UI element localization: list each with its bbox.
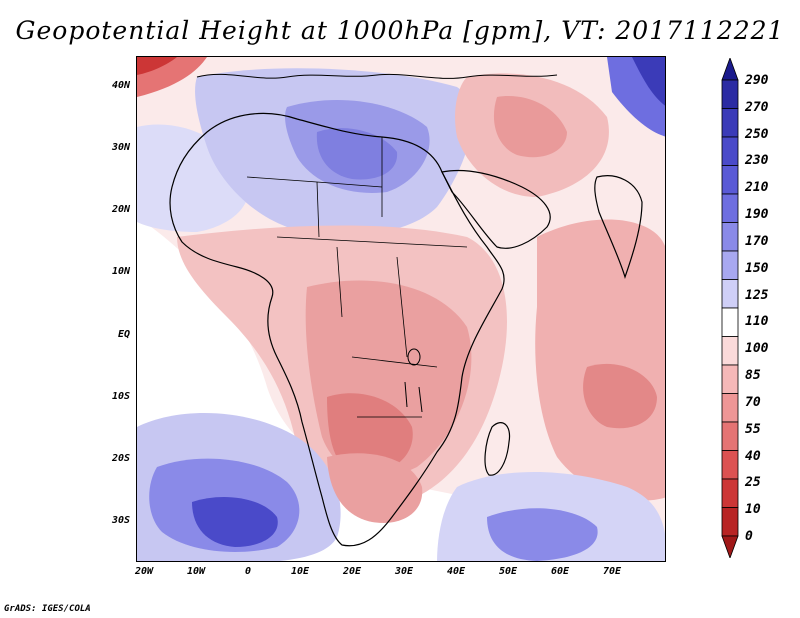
colorbar-label: 150	[745, 260, 769, 276]
colorbar-label: 85	[745, 368, 761, 384]
colorbar-label: 0	[745, 529, 753, 544]
colorbar-swatch	[721, 336, 739, 366]
colorbar-label: 110	[745, 314, 769, 330]
colorbar-swatch	[721, 165, 739, 195]
colorbar-bottom-arrow	[721, 535, 739, 558]
india-coastline	[594, 175, 643, 279]
colorbar-swatch	[721, 421, 739, 451]
field-mideast-red-core	[493, 96, 567, 158]
lat-label-20s: 20S	[111, 453, 130, 464]
lat-label-eq: EQ	[117, 329, 130, 340]
colorbar-label: 40	[745, 448, 761, 464]
lat-label-10n: 10N	[111, 266, 130, 277]
colorbar-label: 270	[745, 99, 769, 115]
lon-label-50e: 50E	[498, 566, 518, 577]
colorbar-swatch	[721, 393, 739, 423]
colorbar-label: 25	[745, 475, 761, 491]
lat-label-30n: 30N	[111, 142, 130, 153]
colorbar	[721, 58, 739, 558]
chart-title: Geopotential Height at 1000hPa [gpm], VT…	[15, 16, 785, 45]
colorbar-swatch	[721, 108, 739, 138]
colorbar-swatch	[721, 279, 739, 309]
lon-label-20e: 20E	[342, 566, 362, 577]
grads-credit: GrADS: IGES/COLA	[4, 604, 91, 614]
lon-label-10w: 10W	[186, 566, 206, 577]
colorbar-label: 210	[745, 180, 769, 196]
lon-label-60e: 60E	[550, 566, 570, 577]
lon-label-30e: 30E	[394, 566, 414, 577]
colorbar-label: 290	[745, 73, 769, 88]
colorbar-top-arrow	[721, 58, 739, 81]
colorbar-swatch	[721, 250, 739, 280]
colorbar-swatch	[721, 364, 739, 394]
colorbar-label: 70	[745, 394, 761, 410]
lon-label-20w: 20W	[134, 566, 154, 577]
colorbar-label: 100	[745, 341, 769, 357]
colorbar-swatch	[721, 507, 739, 537]
africa-coastline	[169, 112, 505, 547]
lon-label-70e: 70E	[602, 566, 622, 577]
lon-label-40e: 40E	[446, 566, 466, 577]
colorbar-swatch	[721, 79, 739, 109]
lat-label-10s: 10S	[111, 391, 130, 402]
field-south-atlantic-blue-core	[192, 497, 278, 547]
colorbar-label: 55	[745, 421, 761, 437]
lat-label-20n: 20N	[111, 204, 130, 215]
lon-label-10e: 10E	[290, 566, 310, 577]
field-libya-blue-core	[316, 128, 398, 180]
colorbar-label: 230	[745, 153, 769, 169]
colorbar-label: 250	[745, 126, 769, 142]
europe-coastline	[196, 73, 558, 79]
field-south-africa-red	[327, 453, 423, 523]
map-canvas	[137, 57, 665, 561]
colorbar-swatch	[721, 193, 739, 223]
colorbar-swatch	[721, 307, 739, 337]
colorbar-swatch	[721, 136, 739, 166]
field-indian-ocean-red	[535, 219, 665, 501]
colorbar-swatch	[721, 450, 739, 480]
field-indian-ocean-red-core	[583, 363, 657, 429]
rift-lakes	[404, 381, 423, 413]
colorbar-label: 190	[745, 207, 769, 223]
arabia-coastline	[441, 169, 551, 249]
field-nw-red-core	[137, 57, 177, 75]
lake-victoria	[407, 348, 421, 366]
colorbar-label: 10	[745, 502, 761, 518]
country-borders	[246, 137, 468, 418]
map-panel	[136, 56, 666, 562]
colorbar-swatch	[721, 478, 739, 508]
colorbar-label: 170	[745, 233, 769, 249]
lon-label-0: 0	[244, 566, 252, 577]
colorbar-label: 125	[745, 287, 769, 303]
madagascar-coastline	[484, 422, 511, 476]
field-south-indian-blue-core	[487, 508, 598, 561]
colorbar-swatch	[721, 222, 739, 252]
lat-label-40n: 40N	[111, 80, 130, 91]
lat-label-30s: 30S	[111, 515, 130, 526]
field-ne-blue-core	[632, 57, 665, 106]
